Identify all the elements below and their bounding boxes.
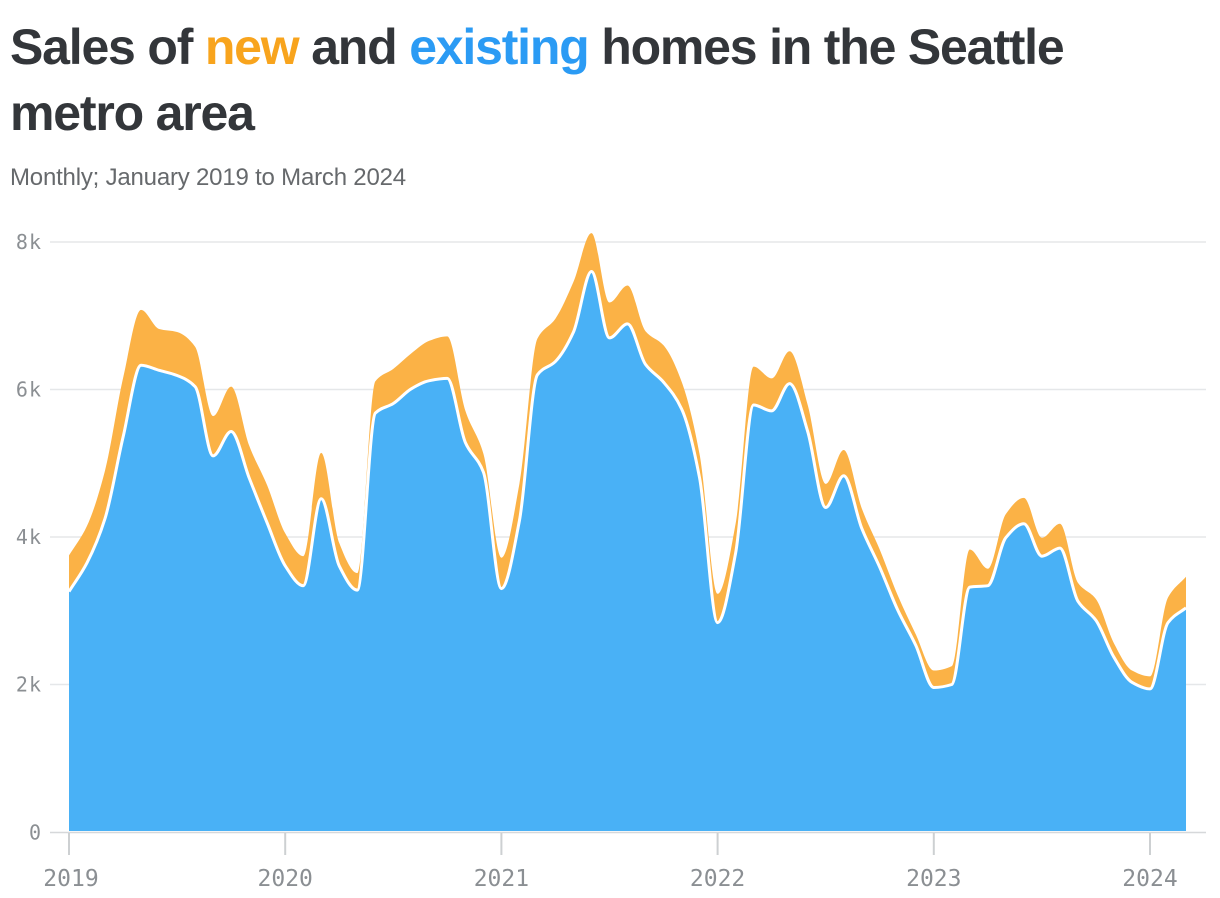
y-tick-label-8k: 8k bbox=[16, 230, 42, 254]
x-tick-label-2022: 2022 bbox=[690, 866, 745, 892]
existing-homes-area bbox=[69, 271, 1186, 831]
chart-subtitle: Monthly; January 2019 to March 2024 bbox=[10, 164, 406, 191]
chart-header: Sales of new and existing homes in the S… bbox=[0, 0, 1220, 212]
title-line: Sales of new and existing homes in the S… bbox=[10, 14, 1190, 80]
title-part-dark: metro area bbox=[10, 85, 255, 141]
page-title: Sales of new and existing homes in the S… bbox=[10, 14, 1190, 146]
x-axis-labels: 2019 2020 2021 2022 2023 2024 bbox=[43, 866, 1177, 892]
x-tick-label-2020: 2020 bbox=[258, 866, 313, 892]
x-tick-label-2023: 2023 bbox=[906, 866, 961, 892]
series-separator-line bbox=[67, 270, 1187, 691]
chart-svg: 8k 6k 4k 2k 0 2019 2020 2021 2022 2023 2… bbox=[16, 230, 1206, 892]
y-axis-labels: 8k 6k 4k 2k 0 bbox=[16, 230, 42, 844]
x-tick-label-2024: 2024 bbox=[1122, 866, 1177, 892]
title-part-dark: homes in the Seattle bbox=[588, 19, 1064, 75]
y-tick-label-6k: 6k bbox=[16, 377, 42, 401]
title-part-blue: existing bbox=[409, 19, 590, 75]
title-part-orange: new bbox=[204, 19, 300, 75]
title-line: metro area bbox=[10, 80, 1190, 146]
y-tick-label-0: 0 bbox=[29, 820, 42, 844]
x-axis-ticks bbox=[68, 833, 1151, 855]
title-part-dark: Sales of bbox=[10, 19, 205, 75]
y-tick-label-2k: 2k bbox=[16, 672, 42, 696]
title-part-dark: and bbox=[298, 19, 410, 75]
x-tick-label-2021: 2021 bbox=[474, 866, 529, 892]
y-tick-label-4k: 4k bbox=[16, 525, 42, 549]
x-tick-label-2019: 2019 bbox=[43, 866, 98, 892]
